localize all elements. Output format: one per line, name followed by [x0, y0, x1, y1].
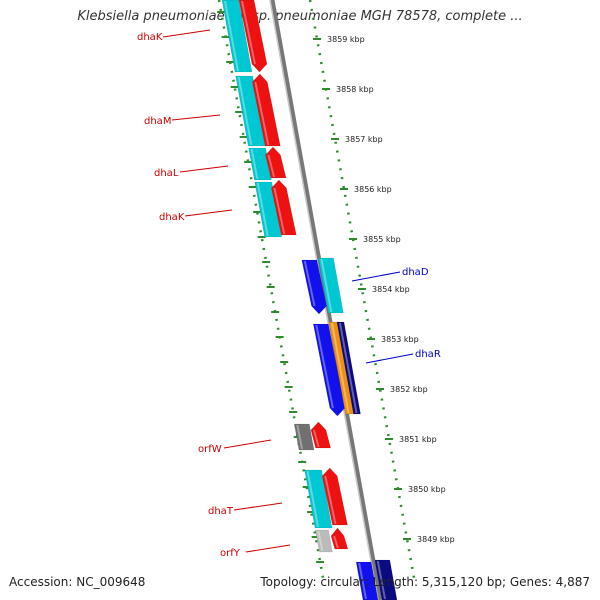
gene-label-dhaK[interactable]: dhaK	[159, 212, 185, 223]
gene-dhaD[interactable]	[318, 257, 344, 314]
gene-dhaT-highlight	[324, 476, 337, 524]
gene-red-dhaK-lower[interactable]	[271, 179, 297, 236]
gene-dhaR-highlight	[338, 323, 358, 413]
scale-tick-label: 3849 kbp	[417, 535, 455, 544]
gene-label-leader	[184, 209, 233, 217]
gene-label-dhaM[interactable]: dhaM	[144, 116, 171, 127]
gene-label-leader	[179, 165, 229, 173]
scale-tick-label: 3855 kbp	[363, 235, 401, 244]
gene-label-leader	[233, 502, 283, 511]
scale-tick-label: 3854 kbp	[372, 285, 410, 294]
label-layer: 3859 kbp 3858 kbp 3857 kbp 3856 kbp 3855 kbp…	[137, 29, 455, 559]
accession-text: Accession: NC_009648	[9, 575, 146, 589]
gene-dhaK-lower[interactable]	[254, 181, 283, 238]
gene-label-leader	[365, 353, 414, 364]
gene-red-top-highlight	[241, 1, 256, 64]
gene-orange-dhaR-highlight	[330, 323, 350, 413]
gene-dhaM-highlight	[237, 77, 253, 145]
gene-orfY-gray[interactable]	[315, 529, 333, 553]
gene-red-dhaK-lower-highlight	[273, 188, 286, 234]
gene-orfW[interactable]	[310, 421, 332, 449]
scale-tick-label: 3857 kbp	[345, 135, 383, 144]
gene-dhaT-cyan[interactable]	[304, 469, 333, 529]
scale-tick-label: 3858 kbp	[336, 85, 374, 94]
gene-label-leader	[351, 271, 401, 282]
gene-orfY-gray-highlight	[317, 531, 324, 551]
gene-blue-dhaD-highlight	[303, 261, 316, 306]
gene-label-leader	[171, 114, 221, 121]
scale-tick-label: 3856 kbp	[354, 185, 392, 194]
scale-tick-label: 3850 kbp	[408, 485, 446, 494]
gene-label-dhaD[interactable]: dhaD	[402, 267, 429, 278]
gene-dhaT-cyan-highlight	[306, 471, 320, 527]
scale-tick-label: 3853 kbp	[381, 335, 419, 344]
gene-label-dhaR[interactable]: dhaR	[415, 349, 441, 360]
gene-label-dhaK[interactable]: dhaK	[137, 32, 163, 43]
gene-blue-dhaR[interactable]	[312, 323, 346, 417]
gene-label-dhaL[interactable]: dhaL	[154, 168, 179, 179]
genome-summary: Topology: circular; Length: 5,315,120 bp…	[260, 575, 590, 589]
gene-orfW-gray[interactable]	[293, 423, 315, 451]
gene-orfY-highlight	[333, 536, 339, 548]
gene-dhaT[interactable]	[321, 467, 348, 526]
scale-tick-label: 3859 kbp	[327, 35, 365, 44]
gene-bottom-navy[interactable]	[374, 559, 398, 600]
gene-label-leader	[223, 439, 272, 449]
gene-dhaK-top[interactable]	[221, 0, 253, 73]
scale-tick-label: 3852 kbp	[390, 385, 428, 394]
gene-blue-dhaD[interactable]	[301, 259, 327, 315]
feature-layer	[221, 0, 398, 600]
gene-red-dhaM-highlight	[254, 82, 270, 145]
gene-bottom-blue-highlight	[358, 563, 367, 599]
gene-dhaR[interactable]	[336, 321, 361, 415]
gene-label-orfY[interactable]: orfY	[220, 548, 241, 559]
gene-orfW-highlight	[312, 430, 320, 447]
gene-dhaD-highlight	[320, 259, 333, 312]
gene-label-leader	[162, 29, 211, 38]
gene-label-leader	[245, 544, 291, 553]
gene-orfW-gray-highlight	[296, 425, 303, 449]
gene-bottom-navy-highlight	[376, 561, 386, 599]
gene-label-dhaT[interactable]: dhaT	[208, 506, 234, 517]
gene-dhaL-highlight	[250, 149, 259, 179]
gene-orfY[interactable]	[330, 527, 349, 550]
gene-bottom-blue[interactable]	[355, 561, 379, 600]
gene-dhaK-lower-highlight	[256, 183, 269, 236]
map-title: Klebsiella pneumoniae subsp. pneumoniae …	[77, 9, 523, 24]
scale-tick-label: 3851 kbp	[399, 435, 437, 444]
gene-blue-dhaR-highlight	[315, 325, 334, 408]
gene-dhaK-top-highlight	[224, 1, 239, 71]
gene-red-dhaM[interactable]	[251, 73, 281, 147]
gene-red-top[interactable]	[238, 0, 268, 73]
gene-label-orfW[interactable]: orfW	[198, 444, 222, 455]
gene-red-dhaL-highlight	[267, 155, 276, 177]
gene-red-dhaL[interactable]	[265, 146, 287, 179]
